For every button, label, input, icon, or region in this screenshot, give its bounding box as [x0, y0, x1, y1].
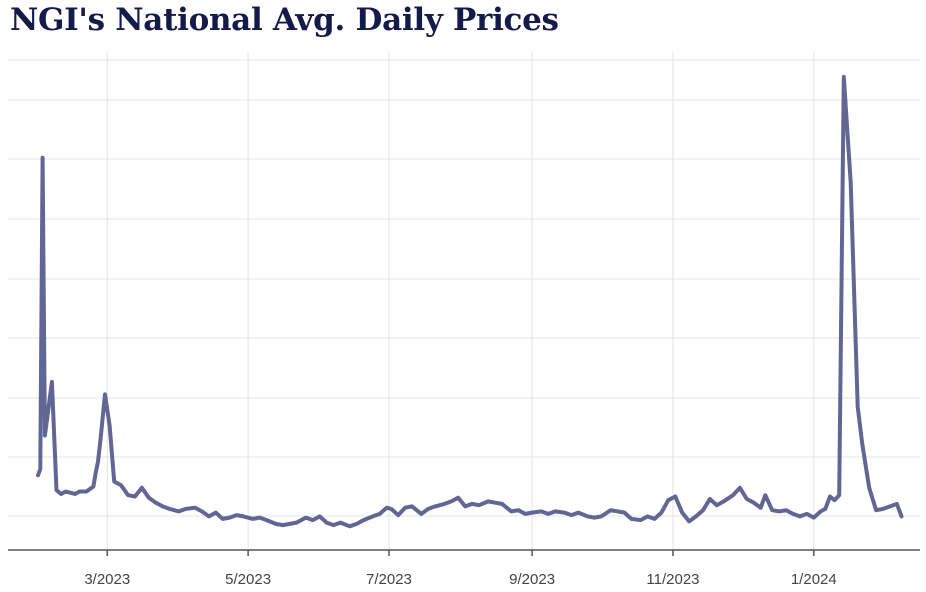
x-tick-label: 7/2023 [366, 571, 412, 588]
x-tick-label: 11/2023 [646, 571, 699, 588]
x-axis-ticks: 3/2023 5/2023 7/2023 9/2023 11/2023 1/2024 [84, 550, 836, 588]
x-tick-label: 9/2023 [509, 571, 555, 588]
price-series-line [38, 77, 902, 526]
x-tick-label: 1/2024 [791, 571, 837, 588]
x-tick-label: 5/2023 [225, 571, 271, 588]
gridlines [8, 52, 920, 550]
x-tick-label: 3/2023 [84, 571, 130, 588]
